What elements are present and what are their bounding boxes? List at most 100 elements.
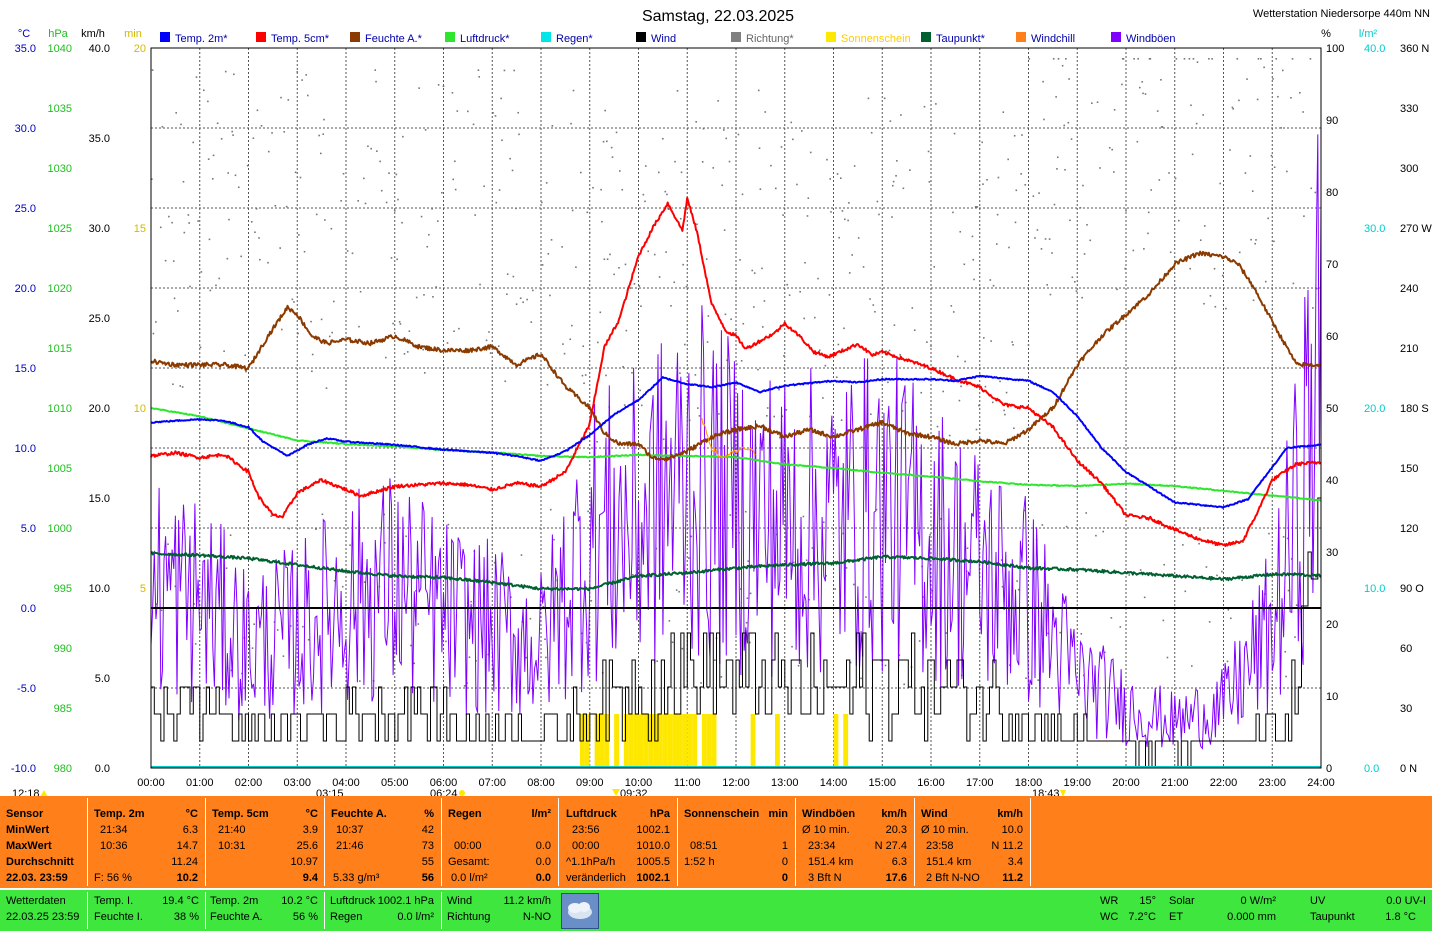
direction-point [1182,544,1184,546]
direction-point [1067,121,1070,124]
time-tick: 01:00 [186,777,214,789]
direction-point [822,521,825,524]
wind-max-time: 23:58 [926,840,954,852]
sunshine-bar [623,714,629,768]
direction-tick: 330 [1400,103,1418,115]
direction-point [862,266,865,268]
direction-point [1205,566,1208,568]
direction-point [385,201,388,204]
current-label: 22.03. 23:59 [6,872,68,884]
direction-point [1004,413,1006,416]
direction-point [1075,290,1078,292]
direction-point [690,535,693,538]
rain-max-time: 00:00 [454,840,482,852]
direction-point [174,585,177,588]
direction-point [684,343,686,346]
direction-point [1156,110,1159,112]
direction-point [487,653,489,656]
direction-point [513,69,515,72]
direction-point [320,152,322,155]
direction-point [525,656,528,659]
direction-point [1257,58,1260,60]
direction-point [972,258,975,261]
direction-point [779,436,781,439]
direction-point [606,258,609,261]
direction-point [796,183,798,186]
direction-point [467,110,469,113]
direction-tick: 270 W [1400,223,1432,235]
direction-point [613,273,615,276]
direction-point [294,171,297,174]
direction-point [298,234,300,236]
direction-point [788,294,791,296]
sunshine-bar [750,714,756,768]
direction-point [1095,534,1097,537]
percent-tick: 50 [1326,403,1338,415]
humidity-min: 42 [421,824,434,836]
direction-point [1017,588,1020,591]
time-tick: 15:00 [868,777,896,789]
percent-unit: % [1321,28,1331,40]
direction-point [1191,665,1193,667]
wind-unit: km/h [997,808,1023,820]
direction-point [610,146,613,149]
direction-point [983,337,985,339]
direction-point [285,205,288,208]
sunshine-bar [775,714,780,768]
hum-outside-label: Feuchte A. [210,911,263,923]
direction-point [847,219,849,222]
legend-swatch [731,32,741,42]
direction-point [640,404,643,407]
sunshine-max: 1 [781,840,788,852]
direction-point [152,332,155,335]
direction-point [151,178,153,180]
direction-point [254,231,256,234]
direction-point [963,263,966,266]
direction-point [203,89,205,92]
temp5cm-max: 25.6 [296,840,318,852]
direction-point [679,217,682,220]
direction-point [1009,664,1011,666]
direction-point [424,372,426,374]
direction-point [849,661,852,664]
direction-point [384,541,386,544]
direction-point [764,111,767,113]
moonrise-time: 03:15 [316,788,344,796]
direction-point [374,69,377,71]
direction-point [291,298,294,301]
direction-point [458,327,460,330]
direction-point [913,329,916,332]
solar-label: Solar [1169,895,1195,907]
direction-point [623,404,626,406]
windchill-line [701,418,756,459]
direction-point [1141,81,1144,83]
direction-point [570,122,572,125]
direction-point [506,293,508,296]
direction-point [561,246,563,248]
direction-point [297,332,299,335]
sunshine-bar [672,714,678,768]
direction-point [836,173,839,175]
sunshine-bar [628,714,634,768]
direction-point [424,129,427,131]
direction-point [404,687,407,690]
direction-point [1213,267,1216,270]
gust-bars [150,134,1322,750]
direction-point [596,440,598,443]
sunshine-bar [833,714,839,768]
legend-label: Richtung* [746,33,794,45]
direction-point [664,190,667,193]
direction-point [1036,229,1039,231]
direction-point [1270,154,1273,157]
direction-point [1149,58,1152,60]
direction-point [746,597,749,599]
direction-point [428,233,430,236]
humidity-max: 73 [421,840,434,852]
wc-value: 7.2°C [1128,911,1156,923]
direction-point [1161,126,1164,128]
direction-point [950,305,953,307]
wind-tick: 0.0 [95,763,110,775]
direction-point [1013,134,1016,137]
direction-point [227,172,229,174]
direction-point [826,158,828,161]
